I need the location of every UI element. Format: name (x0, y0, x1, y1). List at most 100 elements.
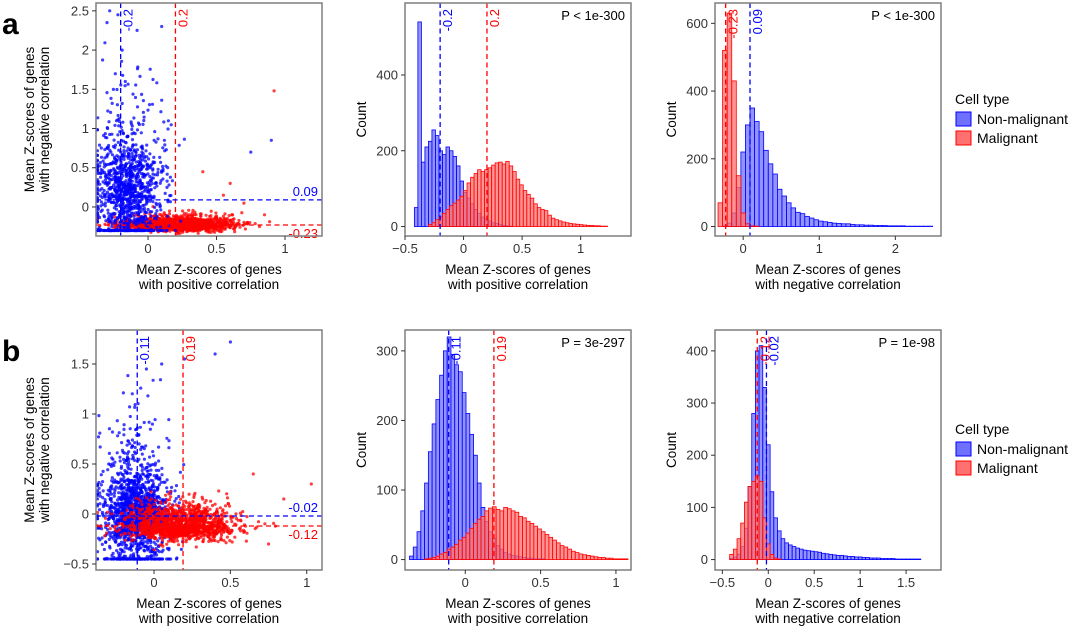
scatter-point (148, 455, 152, 459)
scatter-point (177, 501, 181, 505)
scatter-point (96, 502, 100, 506)
scatter-point (133, 187, 137, 191)
scatter-point (137, 164, 141, 168)
scatter-point (115, 154, 119, 158)
scatter-point (117, 198, 121, 202)
scatter-point (132, 131, 136, 135)
scatter-point (140, 452, 144, 456)
histogram-bar (795, 211, 801, 227)
scatter-point (99, 200, 103, 204)
scatter-point (268, 220, 272, 224)
histogram-bar (575, 223, 580, 227)
scatter-point (223, 227, 227, 231)
histogram-bar (722, 50, 728, 227)
scatter-point (133, 441, 137, 445)
scatter-point (179, 214, 183, 218)
scatter-point (167, 439, 171, 443)
scatter-point (151, 454, 156, 458)
scatter-point (116, 557, 120, 561)
scatter-point (141, 110, 145, 114)
scatter-point (108, 463, 112, 467)
scatter-point (174, 484, 179, 488)
scatter-point (145, 555, 149, 559)
scatter-point (116, 193, 120, 197)
scatter-point (158, 557, 162, 561)
scatter-point (146, 225, 150, 229)
scatter-point (228, 539, 232, 543)
scatter-point (134, 160, 138, 164)
scatter-point (141, 215, 145, 219)
histogram-bar (854, 224, 860, 227)
scatter-point (143, 545, 147, 549)
histogram-bar (487, 167, 493, 227)
scatter-point (124, 179, 128, 183)
scatter-point (164, 493, 168, 497)
x-tick-label: 1 (281, 241, 288, 256)
scatter-point (125, 209, 129, 213)
scatter-point (130, 185, 135, 189)
scatter-point (100, 510, 104, 514)
scatter-point (105, 228, 109, 233)
scatter-point (127, 450, 131, 454)
scatter-point (116, 551, 120, 555)
scatter-point (138, 228, 142, 233)
scatter-point (162, 218, 166, 222)
scatter-point (225, 220, 229, 225)
p-value-label: P < 1e-300 (561, 8, 625, 23)
scatter-point (146, 469, 150, 473)
scatter-point (113, 225, 117, 229)
scatter-point (151, 483, 155, 487)
plot-area (96, 340, 313, 561)
histogram-bar (515, 178, 521, 227)
scatter-point (147, 503, 151, 507)
scatter-point (124, 554, 128, 559)
scatter-point (152, 557, 156, 561)
scatter-point (230, 520, 234, 524)
scatter-point (113, 501, 117, 505)
histogram-bar (420, 161, 426, 227)
scatter-point (217, 221, 221, 225)
scatter-point (155, 473, 159, 477)
scatter-point (105, 91, 109, 95)
histogram-bar (449, 205, 454, 227)
scatter-point (120, 543, 124, 547)
scatter-point (148, 427, 152, 431)
scatter-point (125, 543, 129, 547)
histogram-bar (480, 171, 486, 227)
scatter-point (237, 223, 241, 227)
scatter-point (123, 228, 128, 233)
scatter-point (143, 159, 148, 163)
scatter-point (123, 546, 127, 550)
histogram-bar (868, 224, 874, 227)
scatter-point (112, 183, 116, 187)
scatter-point (156, 137, 160, 141)
scatter-point (107, 557, 111, 561)
scatter-point (117, 491, 121, 495)
scatter-point (153, 205, 157, 209)
scatter-point (120, 59, 124, 63)
scatter-point (103, 498, 107, 502)
scatter-point (184, 217, 189, 222)
scatter-point (126, 374, 130, 378)
scatter-point (169, 193, 173, 198)
histogram-bar (786, 202, 792, 227)
scatter-point (122, 486, 126, 490)
scatter-point (219, 218, 223, 222)
scatter-point (129, 202, 133, 206)
scatter-point (102, 194, 106, 198)
scatter-point (133, 95, 138, 100)
scatter-point (149, 557, 153, 561)
scatter-point (126, 152, 130, 156)
scatter-point (106, 126, 110, 131)
scatter-point (118, 455, 122, 459)
scatter-point (102, 215, 107, 219)
scatter-point (152, 216, 157, 220)
scatter-point (99, 473, 103, 477)
scatter-point (119, 466, 123, 470)
x-tick-label: 0.5 (207, 241, 225, 256)
scatter-point (134, 451, 138, 456)
scatter-point (127, 531, 131, 536)
scatter-point (100, 536, 104, 540)
scatter-point (141, 147, 145, 151)
